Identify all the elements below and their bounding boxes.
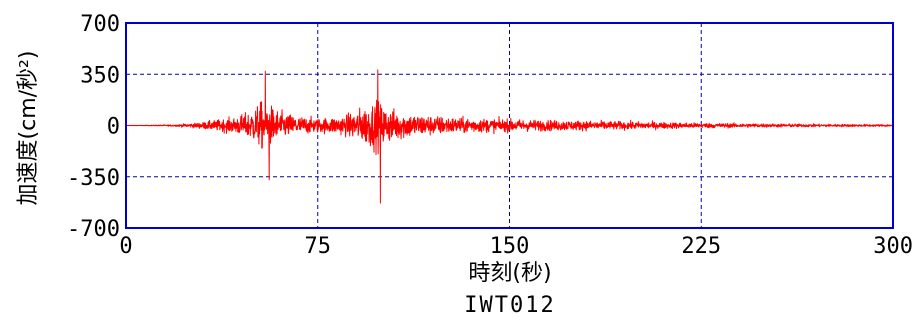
x-axis-ticks: 0 75 150 225 300 — [119, 234, 913, 259]
x-tick-label: 300 — [873, 234, 913, 259]
plot-frame — [125, 22, 894, 229]
station-code-label: IWT012 — [464, 293, 555, 318]
y-tick-label: 0 — [107, 115, 120, 140]
x-tick-label: 150 — [490, 234, 530, 259]
x-tick-label: 75 — [305, 234, 332, 259]
y-tick-label: -700 — [67, 217, 120, 242]
y-tick-label: 350 — [80, 63, 120, 88]
x-axis-label: 時刻(秒) — [468, 261, 551, 286]
y-axis-label: 加速度(cm/秒²) — [16, 51, 41, 206]
y-axis-ticks: 700 350 0 -350 -700 — [67, 12, 120, 242]
acceleration-series-line — [125, 69, 894, 204]
x-tick-label: 225 — [681, 234, 721, 259]
y-tick-label: 700 — [80, 12, 120, 37]
y-tick-label: -350 — [67, 166, 120, 191]
x-tick-label: 0 — [119, 234, 132, 259]
grid-lines — [126, 23, 893, 228]
